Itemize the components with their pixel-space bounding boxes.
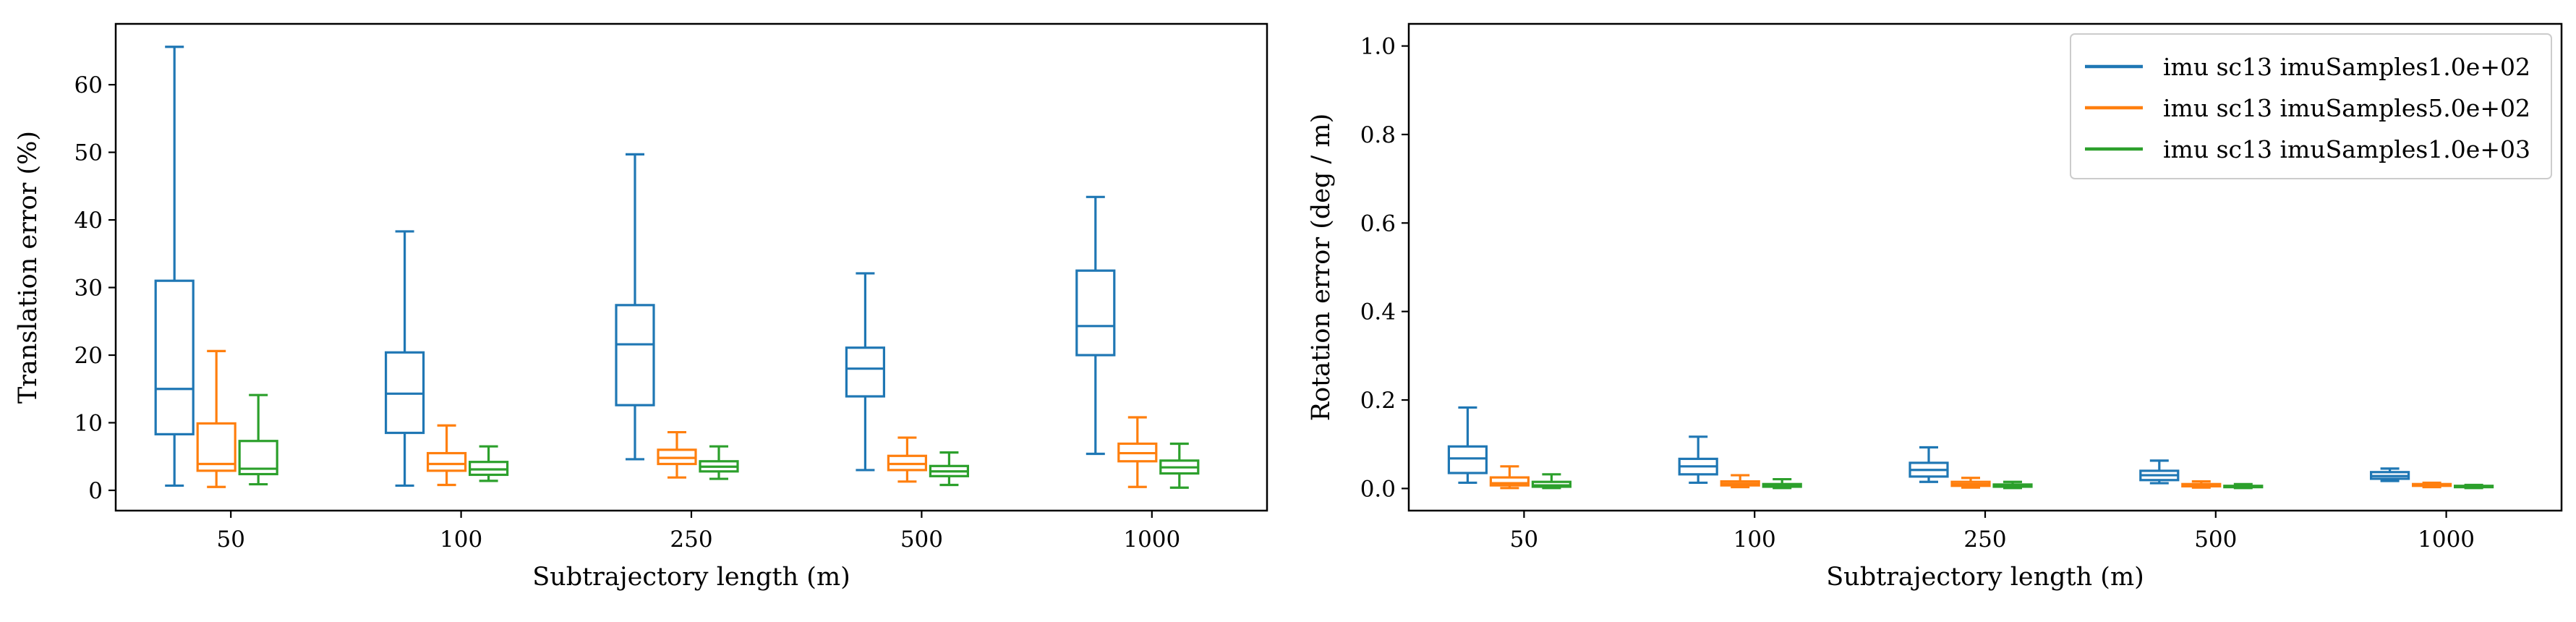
boxplot-100-series-1 bbox=[1678, 435, 1718, 485]
boxplot-500-series-1 bbox=[2139, 459, 2180, 485]
boxplot-1000-series-2 bbox=[1117, 416, 1158, 488]
legend: imu sc13 imuSamples1.0e+02 imu sc13 imuSa… bbox=[2070, 33, 2552, 179]
boxplot-50-series-2 bbox=[196, 349, 236, 488]
x-tick-label: 500 bbox=[900, 527, 943, 553]
x-tick-label: 500 bbox=[2194, 527, 2237, 553]
boxplot-250-series-1 bbox=[615, 153, 655, 461]
boxplot-500-series-2 bbox=[887, 436, 928, 483]
x-tick-label: 50 bbox=[1510, 527, 1538, 553]
boxplot-1000-series-1 bbox=[2370, 467, 2410, 482]
x-tick-label: 100 bbox=[1733, 527, 1776, 553]
boxplot-100-series-3 bbox=[468, 445, 509, 482]
iqr-box bbox=[238, 440, 278, 476]
boxplot-50-series-2 bbox=[1489, 465, 1530, 490]
iqr-box bbox=[845, 346, 886, 398]
y-tick-label: 60 bbox=[74, 72, 103, 98]
iqr-box bbox=[1075, 269, 1116, 357]
y-tick-label: 50 bbox=[74, 140, 103, 166]
x-axis-label: Subtrajectory length (m) bbox=[1826, 563, 2144, 592]
boxplot-250-series-2 bbox=[657, 430, 697, 479]
legend-frame bbox=[2070, 33, 2552, 179]
y-tick-label: 0 bbox=[88, 478, 103, 504]
iqr-box bbox=[1447, 445, 1488, 474]
boxplot-1000-series-3 bbox=[1159, 442, 1200, 489]
iqr-box bbox=[154, 279, 195, 435]
y-tick-label: 10 bbox=[74, 410, 103, 436]
boxplot-50-series-3 bbox=[238, 393, 278, 486]
y-tick-label: 0.0 bbox=[1360, 476, 1396, 502]
boxplot-1000-series-3 bbox=[2454, 483, 2494, 490]
y-tick-label: 0.2 bbox=[1360, 388, 1396, 414]
boxplot-250-series-3 bbox=[1992, 480, 2033, 490]
translation-error-panel: 0 10 20 30 40 50 60 50 100 250 500 1000 Subtrajector… bbox=[14, 22, 1268, 592]
boxplot-50-series-1 bbox=[154, 46, 195, 487]
x-tick-label: 50 bbox=[216, 527, 244, 553]
boxplot-500-series-3 bbox=[929, 451, 970, 487]
boxplot-1000-series-2 bbox=[2412, 481, 2452, 489]
y-tick-label: 0.6 bbox=[1360, 210, 1396, 237]
legend-label-series-2: imu sc13 imuSamples5.0e+02 bbox=[2163, 94, 2530, 122]
x-tick-label: 1000 bbox=[2418, 527, 2475, 553]
y-axis-label: Translation error (%) bbox=[14, 131, 43, 404]
x-tick-label: 1000 bbox=[1123, 527, 1180, 553]
boxplot-1000-series-1 bbox=[1075, 195, 1116, 456]
boxplot-100-series-1 bbox=[384, 230, 425, 487]
y-tick-label: 20 bbox=[74, 343, 103, 369]
boxplot-50-series-3 bbox=[1531, 473, 1571, 490]
legend-label-series-3: imu sc13 imuSamples1.0e+03 bbox=[2163, 135, 2530, 163]
x-tick-label: 250 bbox=[670, 527, 712, 553]
boxplot-500-series-2 bbox=[2181, 480, 2222, 489]
x-axis-label: Subtrajectory length (m) bbox=[532, 563, 850, 592]
legend-label-series-1: imu sc13 imuSamples1.0e+02 bbox=[2163, 53, 2530, 81]
x-tick-label: 250 bbox=[1963, 527, 2006, 553]
boxplot-250-series-1 bbox=[1908, 446, 1949, 483]
iqr-box bbox=[615, 304, 655, 406]
y-axis-label: Rotation error (deg / m) bbox=[1307, 114, 1336, 422]
boxplot-100-series-2 bbox=[426, 424, 467, 487]
y-tick-label: 30 bbox=[74, 276, 103, 302]
y-tick-label: 0.8 bbox=[1360, 122, 1396, 148]
y-tick-label: 0.4 bbox=[1360, 299, 1396, 325]
boxplot-100-series-3 bbox=[1762, 477, 1802, 490]
y-tick-label: 40 bbox=[74, 208, 103, 234]
boxplot-500-series-1 bbox=[845, 272, 886, 472]
iqr-box bbox=[196, 422, 236, 472]
boxplot-250-series-3 bbox=[699, 445, 739, 480]
boxplot-500-series-3 bbox=[2223, 482, 2264, 490]
iqr-box bbox=[426, 451, 467, 472]
iqr-box bbox=[1489, 476, 1530, 487]
plot-frame bbox=[114, 22, 1268, 512]
boxplot-50-series-1 bbox=[1447, 406, 1488, 485]
y-tick-label: 1.0 bbox=[1360, 34, 1396, 60]
boxplot-100-series-2 bbox=[1720, 474, 1760, 489]
x-tick-label: 100 bbox=[440, 527, 482, 553]
boxplot-250-series-2 bbox=[1950, 477, 1991, 489]
rotation-error-panel: 0.0 0.2 0.4 0.6 0.8 1.0 50 100 250 500 1000 Subtraj… bbox=[1307, 22, 2563, 592]
